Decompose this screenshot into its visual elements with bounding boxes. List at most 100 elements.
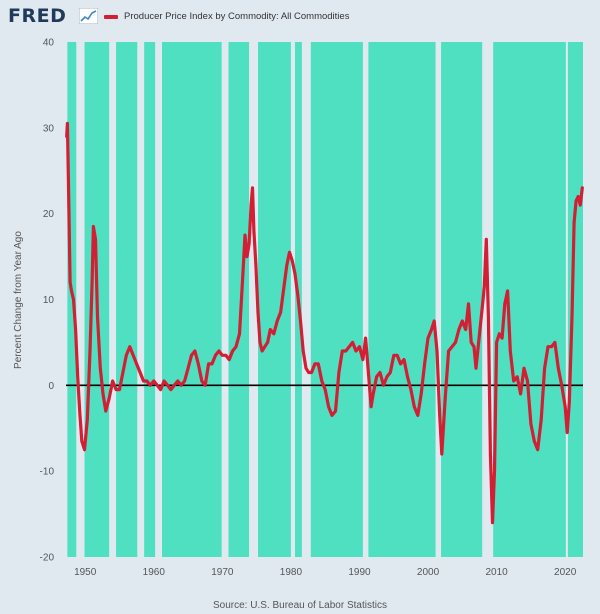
data-point [485,238,488,241]
data-point [487,315,490,318]
shaded-period-0 [67,42,77,557]
data-point [539,418,543,421]
data-point [500,336,504,340]
data-point [92,225,95,228]
data-point [489,452,492,456]
data-point [392,354,395,357]
data-point [138,371,142,374]
data-point [252,229,256,233]
data-point [395,354,399,357]
data-point [162,379,166,383]
data-point [169,388,173,391]
data-point [581,186,584,190]
data-point [481,306,484,310]
x-tick-label: 2000 [417,567,440,578]
data-point [323,388,327,391]
recession-shading-layer [67,42,583,557]
data-point [224,354,227,357]
data-point [566,431,569,434]
data-point [302,349,305,353]
data-point [443,397,447,400]
data-point [266,341,269,344]
data-point [416,414,419,417]
data-point [344,349,347,353]
data-point [568,401,571,404]
data-point [307,371,310,374]
data-point [509,349,512,353]
data-point [183,379,186,383]
data-point [234,345,238,348]
data-point [493,469,496,473]
x-tick-label: 1960 [143,567,166,578]
data-point [423,362,426,366]
x-tick-label: 2010 [485,567,508,578]
data-point [200,379,203,383]
data-point [251,186,254,190]
data-point [186,366,190,370]
data-point [529,422,533,426]
data-point [419,392,423,396]
y-tick-label: -10 [40,467,55,478]
data-point [121,371,125,374]
data-point [249,203,253,207]
fred-logo[interactable]: FRED [8,5,67,27]
data-point [66,122,69,125]
data-point [179,384,183,387]
data-point [247,242,251,245]
data-point [371,392,375,396]
x-tick-label: 1980 [280,567,303,578]
x-tick-label: 1990 [348,567,371,578]
data-point [310,371,313,374]
x-tick-label: 1950 [74,567,97,578]
data-point [256,311,260,314]
data-point [269,328,272,331]
data-point [293,272,297,275]
data-point [96,315,99,318]
data-point [80,439,83,443]
data-point [203,384,207,387]
data-point [454,341,457,344]
data-point [190,354,193,357]
shaded-period-11 [493,42,566,557]
data-point [76,375,79,378]
data-point [367,371,370,374]
x-tick-label: 2020 [554,567,577,578]
data-point [447,349,450,353]
data-point [272,332,275,336]
data-point [65,135,68,138]
data-point [491,521,494,524]
chart-header: FRED Producer Price Index by Commodity: … [0,0,600,34]
data-point [330,414,334,417]
data-point [107,397,111,400]
data-point [74,328,77,331]
data-point [68,281,72,284]
data-point [570,315,574,318]
series-line[interactable] [65,121,584,525]
data-point [99,366,102,370]
data-point [142,379,145,383]
data-point [526,379,529,383]
data-point [101,392,105,396]
data-point [70,289,73,293]
series-line-layer [65,121,584,525]
data-point [320,379,323,383]
data-point [72,298,75,301]
data-point [86,418,89,421]
y-axis-ticks: -20 -10 0 10 20 30 40 [40,38,55,564]
data-point [221,354,224,357]
data-point [522,366,526,370]
y-axis-label: Percent Change from Year Ago [13,231,24,369]
data-point [217,349,221,353]
data-point [337,371,341,374]
data-point [128,345,131,348]
data-point [241,272,245,275]
source-note: Source: U.S. Bureau of Labor Statistics [213,600,387,611]
data-point [519,392,522,396]
chart-legend[interactable]: Producer Price Index by Commodity: All C… [104,11,349,22]
x-tick-label: 1970 [211,567,234,578]
data-point [159,388,162,391]
data-point [464,328,467,331]
data-point [327,405,330,408]
data-point [478,332,481,336]
